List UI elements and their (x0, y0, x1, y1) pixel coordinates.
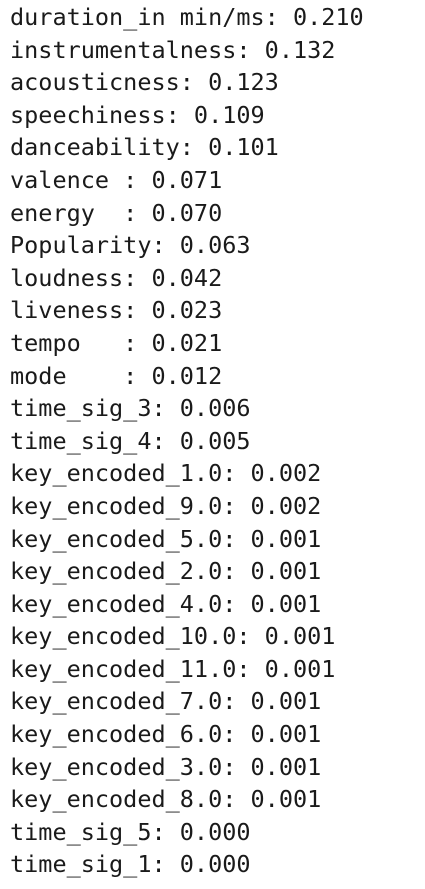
output-line: key_encoded_2.0: 0.001 (10, 557, 322, 586)
output-line: speechiness: 0.109 (10, 100, 265, 129)
output-line: time_sig_3: 0.006 (10, 394, 251, 423)
output-line: Popularity: 0.063 (10, 231, 251, 260)
output-line: key_encoded_6.0: 0.001 (10, 720, 322, 749)
output-line: mode : 0.012 (10, 361, 223, 390)
output-line: key_encoded_7.0: 0.001 (10, 687, 322, 716)
output-line: duration_in min/ms: 0.210 (10, 3, 364, 31)
feature-importance-output: duration_in min/ms: 0.210 instrumentalne… (10, 1, 364, 881)
output-line: key_encoded_5.0: 0.001 (10, 524, 322, 553)
output-line: loudness: 0.042 (10, 263, 223, 292)
output-line: time_sig_1: 0.000 (10, 850, 251, 879)
output-line: valence : 0.071 (10, 165, 223, 194)
output-line: liveness: 0.023 (10, 296, 223, 325)
output-line: acousticness: 0.123 (10, 68, 279, 97)
output-line: key_encoded_8.0: 0.001 (10, 785, 322, 814)
output-line: energy : 0.070 (10, 198, 223, 227)
output-line: key_encoded_10.0: 0.001 (10, 622, 336, 651)
output-line: time_sig_4: 0.005 (10, 426, 251, 455)
output-line: key_encoded_1.0: 0.002 (10, 459, 322, 488)
output-line: time_sig_5: 0.000 (10, 817, 251, 846)
output-line: key_encoded_9.0: 0.002 (10, 491, 322, 520)
output-line: tempo : 0.021 (10, 328, 223, 357)
output-line: danceability: 0.101 (10, 133, 279, 162)
output-line: key_encoded_11.0: 0.001 (10, 654, 336, 683)
output-line: key_encoded_4.0: 0.001 (10, 589, 322, 618)
output-line: key_encoded_3.0: 0.001 (10, 752, 322, 781)
output-line: instrumentalness: 0.132 (10, 35, 336, 64)
